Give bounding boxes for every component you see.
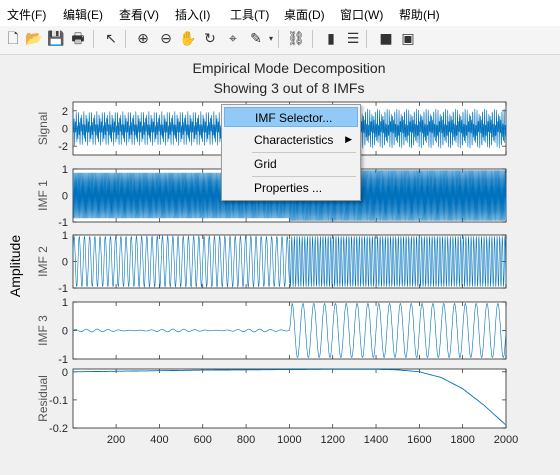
x-tick-label: 2000 [494,434,518,446]
menu-item[interactable]: 工具(T) [230,8,270,22]
toolbar-separator [278,30,279,48]
colorbar-icon[interactable]: ▮ [327,31,335,47]
chart-subtitle: Showing 3 out of 8 IMFs [214,80,365,96]
y-tick-label: -1 [58,354,68,366]
y-tick-label: -0.2 [49,423,68,435]
x-tick-label: 400 [150,434,168,446]
toolbar: 🗋 📂 💾 🖶 ↖ ⊕ ⊖ ✋ ↻ ⌖ ✎ ⛓ ▮ ☰ ■ ▣ ▾ [0,26,560,55]
menu-bar: 文件(F) 编辑(E) 查看(V) 插入(I) 工具(T) 桌面(D) 窗口(W) 帮助(H) [0,0,560,27]
y-tick-label: 0 [62,326,68,338]
panel-label: IMF 2 [36,246,50,277]
properties-label: Properties ... [254,181,323,195]
zoom-out-icon[interactable]: ⊖ [160,31,172,47]
menu-item[interactable]: 查看(V) [119,8,159,22]
series-line [72,235,290,288]
x-tick-label: 1800 [450,434,474,446]
menu-item-imf-selector[interactable]: IMF Selector... [224,107,358,127]
x-tick-label: 600 [194,434,212,446]
data-cursor-icon[interactable]: ⌖ [229,31,237,47]
y-tick-label: -2 [58,141,68,153]
toolbar-separator [93,30,94,48]
toolbar-separator [312,30,313,48]
menu-item[interactable]: 编辑(E) [63,8,103,22]
legend-icon[interactable]: ☰ [346,31,360,47]
panel-axes [72,368,507,429]
menu-item[interactable]: 窗口(W) [340,8,384,22]
x-tick-label: 1400 [364,434,388,446]
hide-plot-tools-icon[interactable]: ■ [379,31,393,47]
pan-icon[interactable]: ✋ [179,31,197,47]
chart-title: Empirical Mode Decomposition [193,60,386,76]
menu-item-grid[interactable]: Grid [224,154,358,174]
toolbar-separator [125,30,126,48]
panel-label: IMF 1 [36,180,50,211]
y-tick-label: 1 [62,164,68,176]
menu-separator [252,152,356,153]
y-axis-label: Amplitude [7,235,23,297]
rotate-3d-icon[interactable]: ↻ [204,31,216,47]
chevron-down-icon[interactable]: ▾ [268,34,273,43]
toolbar-separator [366,30,367,48]
imf-selector-label: IMF Selector... [255,111,333,125]
save-icon[interactable]: 💾 [47,31,65,47]
brush-icon[interactable]: ✎ [250,31,262,47]
residual-line [73,368,506,425]
y-tick-label: 0 [62,367,68,379]
x-tick-label: 1600 [407,434,431,446]
y-tick-label: -1 [58,217,68,229]
y-tick-label: 0 [62,191,68,203]
characteristics-label: Characteristics [254,133,334,147]
new-file-icon[interactable]: 🗋 [7,31,19,47]
grid-label: Grid [254,157,277,171]
y-tick-label: -1 [58,283,68,295]
series-line [289,303,507,358]
x-tick-label: 1200 [320,434,344,446]
menu-separator [252,176,356,177]
panel-label: Signal [36,112,50,145]
x-tick-label: 200 [107,434,125,446]
context-menu: IMF Selector... Characteristics ▶ Grid P… [221,104,361,201]
pointer-icon[interactable]: ↖ [105,31,117,47]
panel-label: IMF 3 [36,315,50,346]
x-tick-label: 800 [237,434,255,446]
menu-item[interactable]: 插入(I) [175,8,211,22]
zoom-in-icon[interactable]: ⊕ [137,31,149,47]
y-tick-label: 1 [62,230,68,242]
menu-item[interactable]: 桌面(D) [284,8,325,22]
y-tick-label: -0.1 [49,395,68,407]
menu-item-characteristics[interactable]: Characteristics ▶ [224,130,358,150]
menu-item[interactable]: 帮助(H) [399,8,440,22]
series-line [72,328,290,333]
series-line [72,172,290,219]
y-tick-label: 2 [62,106,68,118]
y-tick-label: 1 [62,297,68,309]
emd-plot[interactable]: Empirical Mode Decomposition Showing 3 ou… [0,55,560,475]
y-tick-label: 0 [62,124,68,136]
show-plot-tools-icon[interactable]: ▣ [401,31,415,47]
link-plot-icon[interactable]: ⛓ [287,31,305,47]
x-tick-label: 1000 [277,434,301,446]
panel-label: Residual [36,375,50,422]
menu-item-properties[interactable]: Properties ... [224,178,358,198]
submenu-arrow-icon: ▶ [345,135,352,145]
y-tick-label: 0 [62,257,68,269]
menu-item[interactable]: 文件(F) [7,8,47,22]
series-line [289,236,507,287]
print-icon[interactable]: 🖶 [71,31,85,47]
open-folder-icon[interactable]: 📂 [25,31,43,47]
